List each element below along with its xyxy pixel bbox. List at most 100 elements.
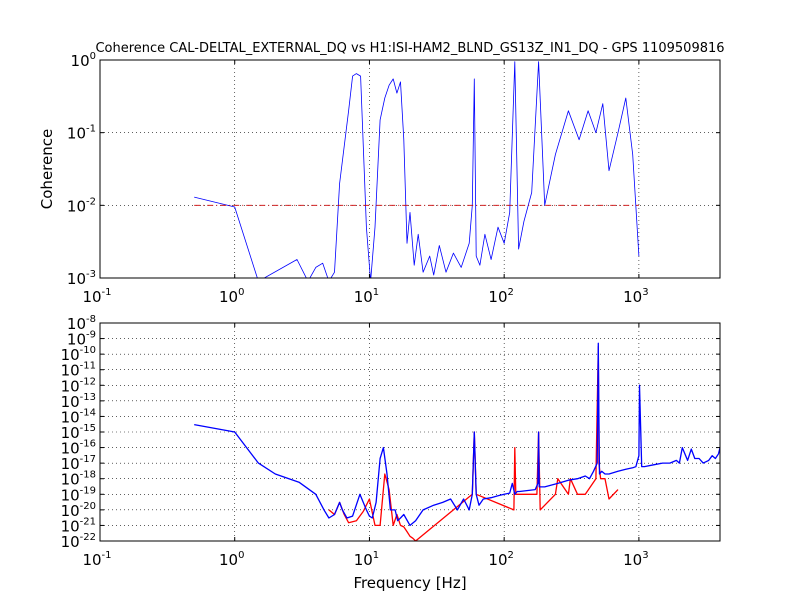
coherence-y-tick-exponent: -3 [86,269,96,280]
coherence-y-tick-exponent: -1 [86,124,96,135]
coherence-x-tick-exponent: 2 [508,287,514,298]
spectrum-y-tick-label: 10-19 [61,485,96,504]
spectrum-y-tick-exponent: -11 [80,361,96,372]
spectrum-y-tick-label: 10-22 [61,532,96,551]
spectrum-y-tick-exponent: -20 [80,501,96,512]
coherence-y-axis-label: Coherence [38,129,56,209]
coherence-x-tick-exponent: 1 [373,287,379,298]
coherence-series-line-0 [194,61,640,278]
coherence-x-tick-label: 100 [219,287,244,306]
coherence-grid [100,60,720,278]
spectrum-y-tick-base: 10 [67,315,86,333]
spectrum-y-tick-label: 10-18 [61,470,96,489]
coherence-y-tick-label: 10-2 [67,196,96,215]
spectrum-y-tick-base: 10 [61,440,80,458]
spectrum-x-tick-exponent: 1 [373,550,379,561]
spectrum-y-tick-label: 10-11 [61,361,96,380]
coherence-x-tick-base: 10 [82,288,101,306]
coherence-y-tick-base: 10 [71,52,90,70]
coherence-y-tick-exponent: 0 [90,51,96,62]
spectrum-series-line-1 [194,342,720,527]
coherence-x-tick-exponent: -1 [102,287,112,298]
spectrum-y-tick-base: 10 [61,408,80,426]
spectrum-y-tick-base: 10 [61,346,80,364]
figure-title: Coherence CAL-DELTAL_EXTERNAL_DQ vs H1:I… [95,41,724,56]
spectrum-y-tick-base: 10 [61,517,80,535]
coherence-y-tick-exponent: -2 [86,196,96,207]
spectrum-y-tick-exponent: -19 [80,485,96,496]
spectrum-y-tick-exponent: -14 [80,407,96,418]
spectrum-y-tick-exponent: -8 [86,314,96,325]
coherence-x-tick-label: 10-1 [82,287,111,306]
spectrum-y-tick-exponent: -10 [80,345,96,356]
coherence-series-group [194,61,640,278]
spectrum-y-tick-label: 10-13 [61,392,96,411]
spectrum-y-tick-base: 10 [61,455,80,473]
spectrum-y-tick-exponent: -17 [80,454,96,465]
spectrum-y-tick-exponent: -13 [80,392,96,403]
spectrum-x-tick-base: 10 [623,551,642,569]
spectrum-x-tick-label: 100 [219,550,244,569]
spectrum-y-tick-base: 10 [61,502,80,520]
spectrum-y-tick-base: 10 [61,471,80,489]
spectrum-x-tick-base: 10 [354,551,373,569]
coherence-y-tick-label: 100 [71,51,96,70]
spectrum-x-tick-exponent: 2 [508,550,514,561]
spectrum-y-tick-base: 10 [61,377,80,395]
spectrum-y-tick-label: 10-16 [61,439,96,458]
coherence-x-tick-label: 102 [488,287,513,306]
spectrum-y-tick-label: 10-15 [61,423,96,442]
coherence-y-tick-base: 10 [67,270,86,288]
spectrum-y-tick-label: 10-8 [67,314,96,333]
spectrum-y-tick-label: 10-21 [61,516,96,535]
spectrum-series-group [194,342,720,541]
spectrum-y-tick-label: 10-17 [61,454,96,473]
spectrum-y-tick-label: 10-10 [61,345,96,364]
spectrum-y-tick-exponent: -22 [80,532,96,543]
spectrum-y-tick-exponent: -18 [80,470,96,481]
coherence-x-tick-exponent: 3 [642,287,648,298]
spectrum-ticks: 10-1 100 101 102 10310-2210-2110-2010-1910-1… [61,314,720,569]
coherence-x-tick-label: 101 [354,287,379,306]
coherence-axes-frame [99,59,721,279]
coherence-y-tick-base: 10 [67,125,86,143]
spectrum-y-tick-base: 10 [61,424,80,442]
coherence-x-tick-exponent: 0 [238,287,244,298]
spectrum-x-tick-label: 102 [488,550,513,569]
coherence-x-tick-base: 10 [623,288,642,306]
spectrum-y-tick-exponent: -16 [80,439,96,450]
coherence-x-tick-base: 10 [488,288,507,306]
coherence-y-tick-label: 10-1 [67,124,96,143]
spectrum-y-tick-base: 10 [61,393,80,411]
spectrum-panel: 10-1 100 101 102 10310-2210-2110-2010-1910-1… [61,314,721,592]
coherence-y-tick-label: 10-3 [67,269,96,288]
coherence-y-tick-base: 10 [67,197,86,215]
spectrum-y-tick-base: 10 [61,486,80,504]
spectrum-y-tick-base: 10 [61,533,80,551]
spectrum-y-tick-exponent: -15 [80,423,96,434]
spectrum-y-tick-base: 10 [61,362,80,380]
coherence-x-tick-label: 103 [623,287,648,306]
spectrum-y-tick-exponent: -9 [86,330,96,341]
spectrum-x-axis-label: Frequency [Hz] [353,574,466,592]
spectrum-x-tick-exponent: 0 [238,550,244,561]
spectrum-x-tick-label: 10-1 [82,550,111,569]
spectrum-y-tick-exponent: -12 [80,376,96,387]
spectrum-y-tick-base: 10 [67,331,86,349]
spectrum-x-tick-label: 101 [354,550,379,569]
spectrum-x-tick-base: 10 [82,551,101,569]
spectrum-x-tick-base: 10 [488,551,507,569]
spectrum-x-tick-label: 103 [623,550,648,569]
spectrum-x-tick-exponent: -1 [102,550,112,561]
spectrum-x-tick-base: 10 [219,551,238,569]
spectrum-y-tick-label: 10-12 [61,376,96,395]
coherence-x-tick-base: 10 [219,288,238,306]
spectrum-y-tick-label: 10-14 [61,407,96,426]
spectrum-x-tick-exponent: 3 [642,550,648,561]
coherence-x-tick-base: 10 [354,288,373,306]
spectrum-y-tick-label: 10-20 [61,501,96,520]
